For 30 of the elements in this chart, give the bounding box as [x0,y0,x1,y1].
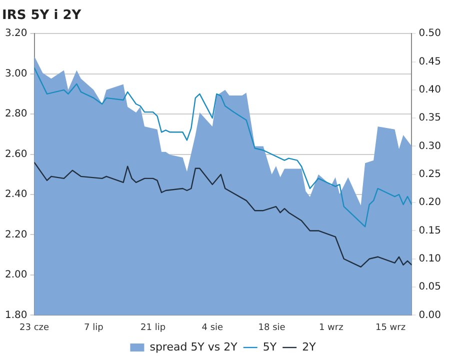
y-tick-label: 3.20 [5,28,28,40]
x-tick-label: 21 lip [140,322,166,333]
x-tick-label: 18 sie [258,322,286,333]
x-tick-label: 23 cze [20,322,50,333]
y-tick-label: 2.60 [5,148,28,160]
y2-tick-label: 0.30 [418,140,441,152]
legend-label: 5Y [262,340,277,354]
y-tick-label: 3.00 [5,68,28,80]
y-tick-label: 2.20 [5,229,28,240]
y-tick-label: 2.80 [5,108,28,120]
x-tick-label: 7 lip [84,322,104,333]
y-tick-label: 2.00 [5,270,28,281]
x-tick-label: 15 wrz [375,322,406,333]
legend-label: 2Y [302,340,316,354]
x-tick-label: 1 wrz [318,322,344,333]
y2-tick-label: 0.45 [418,56,441,68]
y2-tick-label: 0.05 [418,282,441,293]
y-tick-label: 1.80 [5,310,28,321]
y2-tick-label: 0.50 [418,28,441,40]
legend-label: spread 5Y vs 2Y [150,340,238,354]
y-tick-label: 2.40 [5,189,28,200]
x-tick-label: 4 sie [202,322,224,333]
y2-tick-label: 0.15 [418,225,441,236]
y2-tick-label: 0.25 [418,168,441,180]
y2-tick-label: 0.10 [418,253,441,264]
y2-tick-label: 0.00 [418,310,441,321]
y2-tick-label: 0.35 [418,112,441,124]
y2-tick-label: 0.40 [418,84,441,96]
chart-title: IRS 5Y i 2Y [2,8,82,24]
y2-tick-label: 0.20 [418,197,441,208]
